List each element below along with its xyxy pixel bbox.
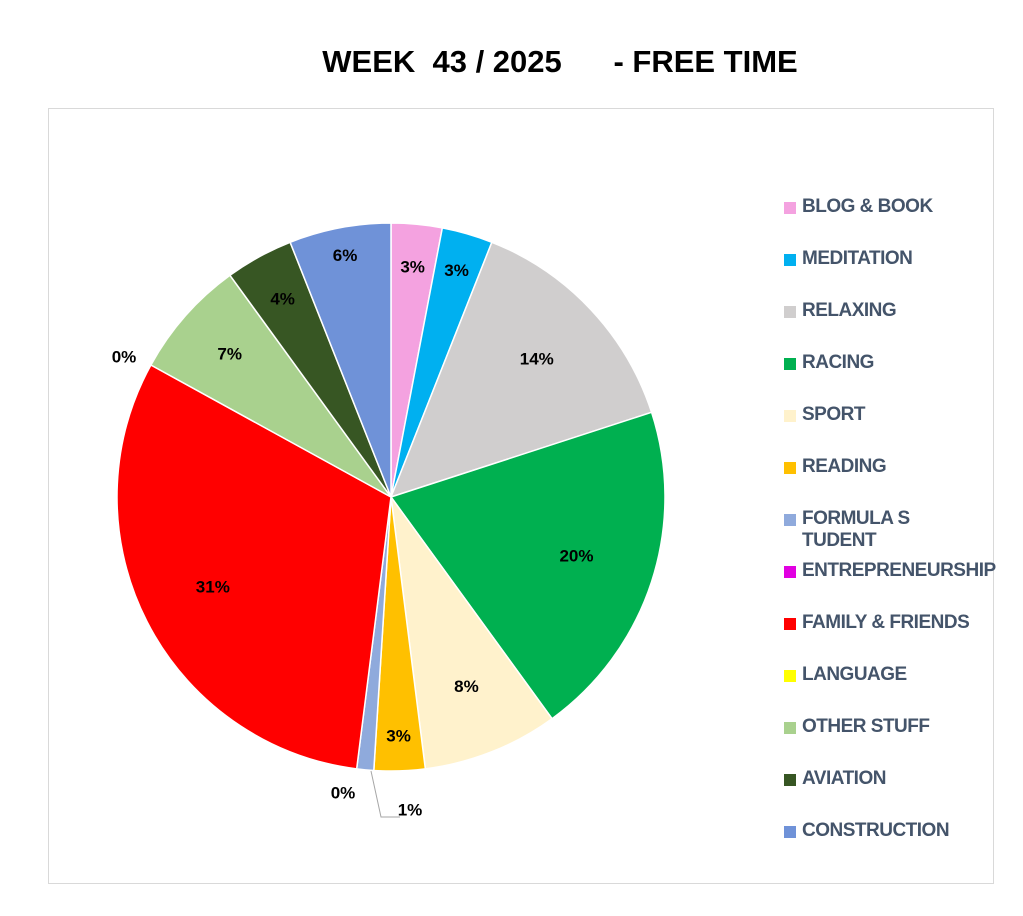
legend-swatch xyxy=(784,774,796,786)
pie-slices xyxy=(116,222,666,772)
legend-label: READING xyxy=(802,456,887,477)
legend-label: OTHER STUFF xyxy=(802,716,930,737)
legend-item-language: LANGUAGE xyxy=(784,664,1014,686)
chart-area xyxy=(48,108,994,884)
data-label-construction: 6% xyxy=(333,246,358,265)
legend-label: ENTREPRENEURSHIP xyxy=(802,560,996,581)
data-label-language: 0% xyxy=(112,347,137,366)
legend-swatch xyxy=(784,306,796,318)
legend-label: SPORT xyxy=(802,404,865,425)
legend-swatch xyxy=(784,254,796,266)
legend-label: FORMULA STUDENT xyxy=(802,508,910,551)
pie-slice-family-and-friends xyxy=(116,363,392,770)
pie-data-labels: 3% 3% 14% 20% 8% 3% 1% 0% 31% 0% 7% 4% 6% xyxy=(112,246,594,820)
legend-swatch xyxy=(784,618,796,630)
pie-slice-other-stuff xyxy=(149,274,392,498)
legend-label: BLOG & BOOK xyxy=(802,196,933,217)
data-label-family-and-friends: 31% xyxy=(196,577,230,596)
chart-title: WEEK 43 / 2025 - FREE TIME xyxy=(322,44,798,79)
legend-label: AVIATION xyxy=(802,768,886,789)
legend-swatch xyxy=(784,722,796,734)
data-label-formula-student: 1% xyxy=(398,800,423,819)
data-label-blog-and-book: 3% xyxy=(400,258,425,277)
legend-item-formula-student: FORMULA STUDENT xyxy=(784,508,1014,552)
legend-label: RELAXING xyxy=(802,300,897,321)
legend-swatch xyxy=(784,410,796,422)
pie-slice-sport xyxy=(390,496,554,770)
data-label-meditation: 3% xyxy=(444,261,469,280)
data-label-aviation: 4% xyxy=(270,289,295,308)
data-label-other-stuff: 7% xyxy=(217,344,242,363)
legend-swatch xyxy=(784,202,796,214)
data-label-racing: 20% xyxy=(559,547,593,566)
legend-item-reading: READING xyxy=(784,456,1014,478)
legend-item-aviation: AVIATION xyxy=(784,768,1014,790)
legend-item-sport: SPORT xyxy=(784,404,1014,426)
legend-item-racing: RACING xyxy=(784,352,1014,374)
legend-item-blog-and-book: BLOG & BOOK xyxy=(784,196,1014,218)
legend-label: CONSTRUCTION xyxy=(802,820,950,841)
data-label-relaxing: 14% xyxy=(520,350,554,369)
legend-item-family-and-friends: FAMILY & FRIENDS xyxy=(784,612,1014,634)
legend-swatch xyxy=(784,358,796,370)
legend-swatch xyxy=(784,566,796,578)
legend-item-meditation: MEDITATION xyxy=(784,248,1014,270)
pie-slice-racing xyxy=(389,411,666,720)
legend-swatch xyxy=(784,826,796,838)
legend-swatch xyxy=(784,462,796,474)
data-label-sport: 8% xyxy=(454,677,479,696)
legend-item-construction: CONSTRUCTION xyxy=(784,820,1014,842)
data-label-entrepreneurship: 0% xyxy=(331,783,356,802)
legend-item-relaxing: RELAXING xyxy=(784,300,1014,322)
legend-swatch xyxy=(784,514,796,526)
legend-item-entrepreneurship: ENTREPRENEURSHIP xyxy=(784,560,1014,582)
pie-slice-construction xyxy=(289,222,392,498)
leader-line-formula-student xyxy=(370,770,400,818)
legend-swatch xyxy=(784,670,796,682)
legend-item-other-stuff: OTHER STUFF xyxy=(784,716,1014,738)
legend-label: MEDITATION xyxy=(802,248,913,269)
legend-label: FAMILY & FRIENDS xyxy=(802,612,970,633)
legend-label: RACING xyxy=(802,352,874,373)
legend-label: LANGUAGE xyxy=(802,664,907,685)
data-label-reading: 3% xyxy=(386,726,411,745)
